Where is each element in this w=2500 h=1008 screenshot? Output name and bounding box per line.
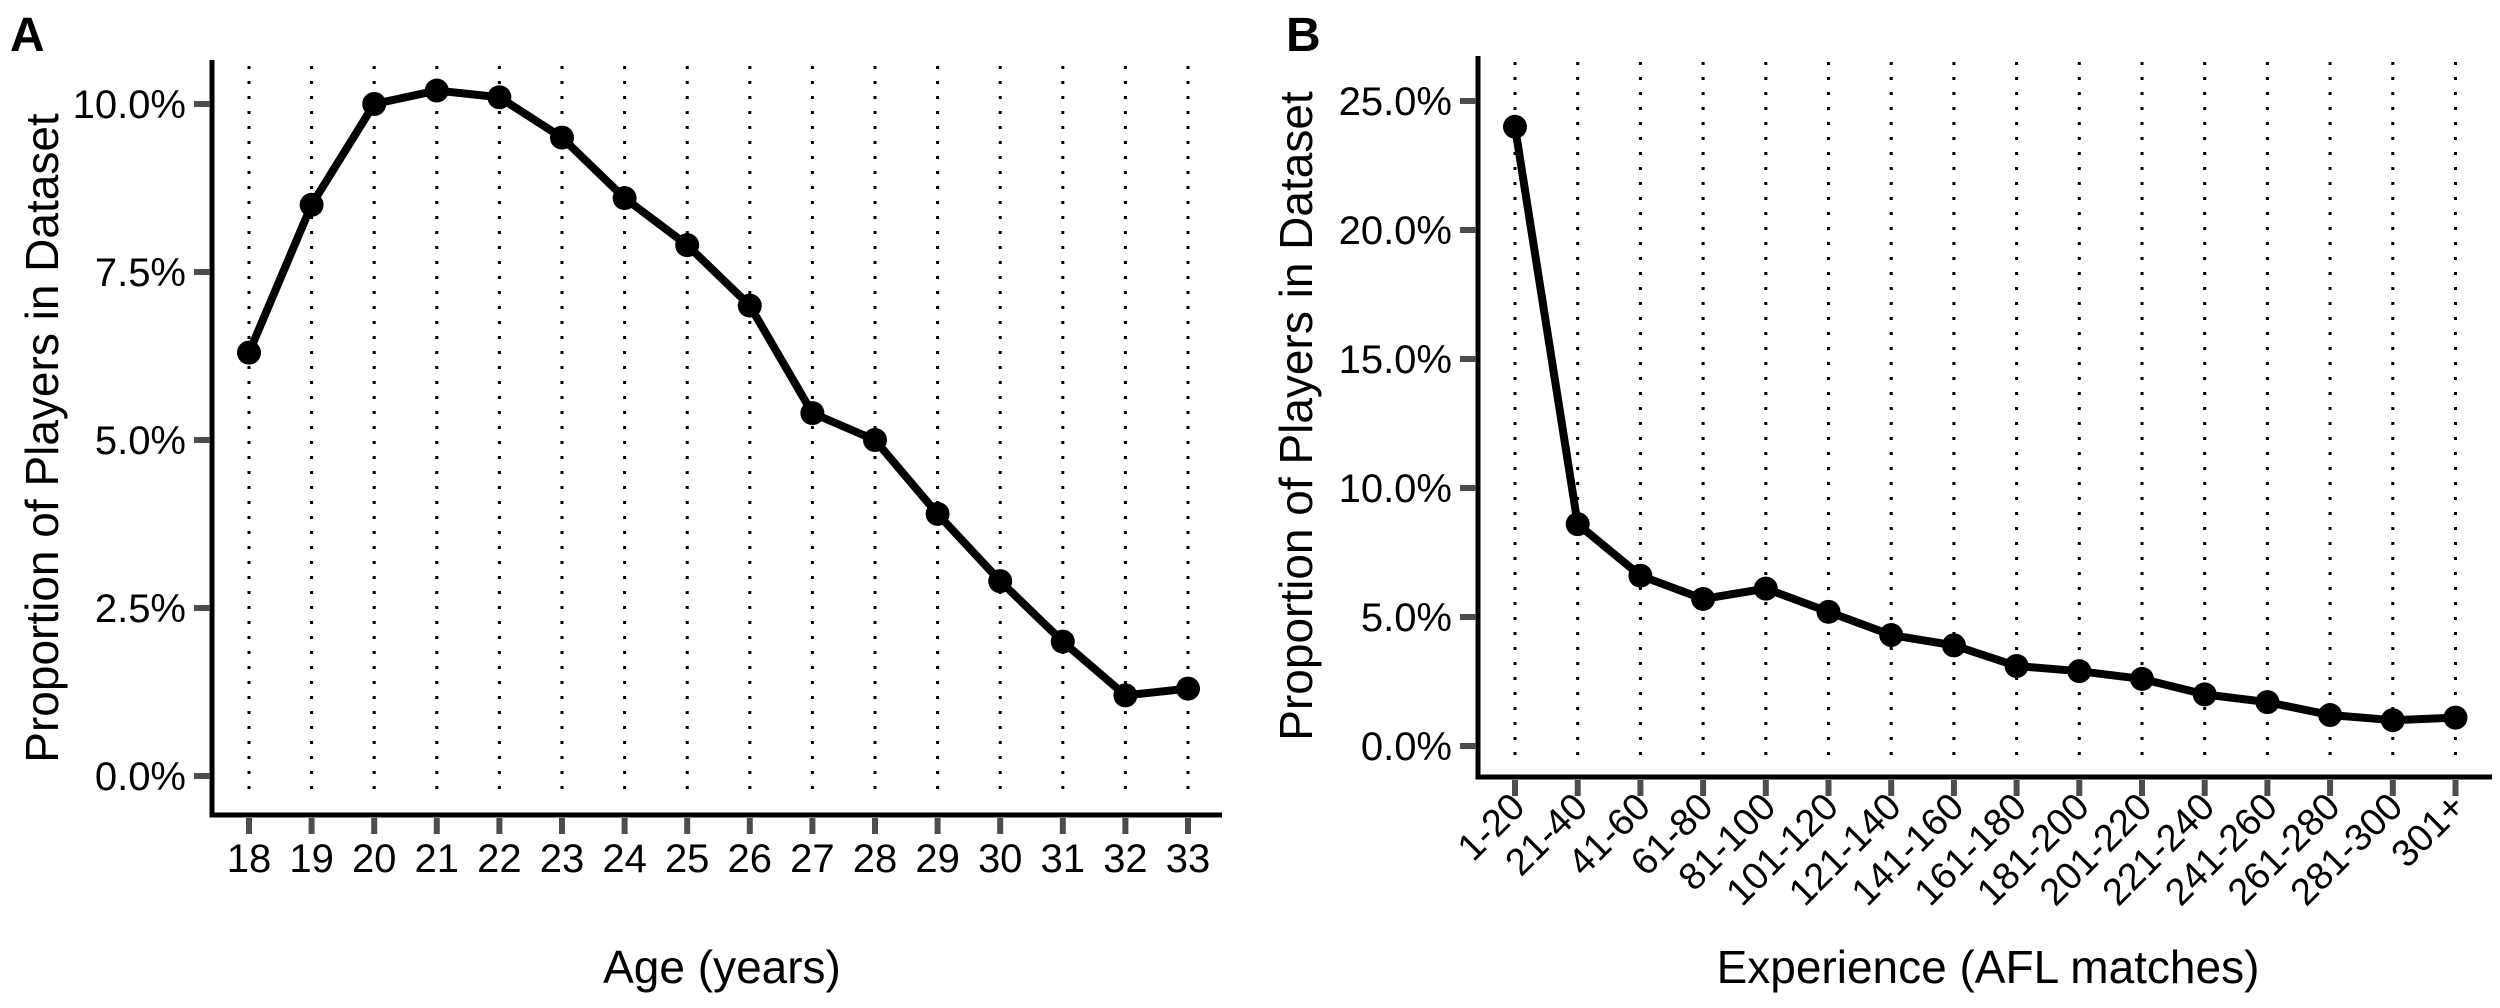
x-tick-label: 18 bbox=[227, 837, 272, 881]
y-tick-label: 10.0% bbox=[1339, 467, 1452, 511]
x-tick-label: 23 bbox=[540, 837, 585, 881]
data-point bbox=[2443, 705, 2468, 730]
x-tick-label: 32 bbox=[1103, 837, 1148, 881]
x-tick-label: 22 bbox=[477, 837, 522, 881]
data-point bbox=[925, 501, 950, 526]
data-point bbox=[737, 293, 762, 318]
x-tick-label: 26 bbox=[728, 837, 773, 881]
x-tick-label: 24 bbox=[602, 837, 647, 881]
y-tick-label: 10.0% bbox=[73, 83, 186, 127]
data-point bbox=[1565, 512, 1590, 537]
data-point bbox=[2380, 708, 2405, 733]
x-axis-title: Experience (AFL matches) bbox=[1717, 941, 2260, 993]
data-point bbox=[1628, 563, 1653, 588]
data-point bbox=[1050, 629, 1075, 654]
data-point bbox=[1879, 623, 1904, 648]
y-axis-title: Proportion of Players in Dataset bbox=[1270, 91, 1322, 741]
data-point bbox=[550, 125, 574, 150]
y-tick-label: 20.0% bbox=[1339, 209, 1452, 253]
data-point bbox=[612, 186, 637, 211]
data-point bbox=[2067, 659, 2092, 684]
y-tick-label: 5.0% bbox=[1361, 596, 1452, 640]
panel-a-letter: A bbox=[10, 9, 45, 62]
data-point bbox=[800, 401, 825, 426]
x-tick-label: 33 bbox=[1166, 837, 1211, 881]
x-tick-label: 21 bbox=[415, 837, 460, 881]
x-tick-label: 28 bbox=[853, 837, 898, 881]
x-tick-label: 25 bbox=[665, 837, 710, 881]
panel-b: B 0.0% 5.0% 10.0% 15.0% 20.0% 25.0% 1-20 21-40 4… bbox=[1250, 0, 2500, 1008]
data-point bbox=[2004, 654, 2029, 679]
x-tick-label: 20 bbox=[352, 837, 397, 881]
data-point bbox=[424, 78, 449, 103]
x-tick-label: 31 bbox=[1041, 837, 1086, 881]
data-line bbox=[245, 86, 1192, 700]
data-point bbox=[675, 233, 700, 258]
panel-a: A 0.0% 2.5% 5.0% 7.5% 10.0% 18 19 20 21 22 23 24 25 2… bbox=[10, 9, 1222, 993]
data-point bbox=[1691, 586, 1716, 611]
data-point bbox=[487, 85, 512, 110]
y-axis-title: Proportion of Players in Dataset bbox=[16, 113, 68, 763]
data-point bbox=[2255, 690, 2280, 715]
y-tick-label: 15.0% bbox=[1339, 338, 1452, 382]
y-tick-label: 0.0% bbox=[95, 755, 186, 799]
x-tick-label: 29 bbox=[915, 837, 960, 881]
data-point bbox=[988, 569, 1013, 594]
data-point bbox=[2192, 682, 2217, 707]
data-point bbox=[1816, 599, 1841, 624]
x-tick-label: 30 bbox=[978, 837, 1023, 881]
y-tick-label: 7.5% bbox=[95, 251, 186, 295]
data-point bbox=[237, 340, 261, 365]
data-point bbox=[299, 192, 324, 217]
x-tick-label: 19 bbox=[289, 837, 334, 881]
y-tick-label: 25.0% bbox=[1339, 80, 1452, 124]
panel-a-chart: 0.0% 2.5% 5.0% 7.5% 10.0% 18 19 20 21 22 23 24 25 26 2… bbox=[16, 60, 1222, 993]
data-point bbox=[1176, 676, 1200, 701]
y-tick-label: 5.0% bbox=[95, 419, 186, 463]
y-tick-label: 0.0% bbox=[1361, 725, 1452, 769]
data-point bbox=[1113, 683, 1138, 708]
x-tick-label: 301+ bbox=[2384, 786, 2474, 876]
data-point bbox=[2130, 666, 2154, 691]
data-line bbox=[1511, 122, 2460, 725]
data-point bbox=[2318, 703, 2343, 728]
x-tick-label: 27 bbox=[790, 837, 835, 881]
data-point bbox=[863, 428, 887, 452]
y-tick-label: 2.5% bbox=[95, 587, 186, 631]
x-axis-title: Age (years) bbox=[603, 941, 841, 993]
panel-b-chart: 0.0%5.0%10.0%15.0%20.0%25.0%1-2021-4041-… bbox=[1270, 56, 2492, 993]
panel-b-letter: B bbox=[1286, 9, 1321, 62]
data-point bbox=[1753, 576, 1778, 601]
data-point bbox=[1941, 633, 1966, 658]
data-point bbox=[362, 92, 387, 116]
data-point bbox=[1503, 114, 1527, 139]
